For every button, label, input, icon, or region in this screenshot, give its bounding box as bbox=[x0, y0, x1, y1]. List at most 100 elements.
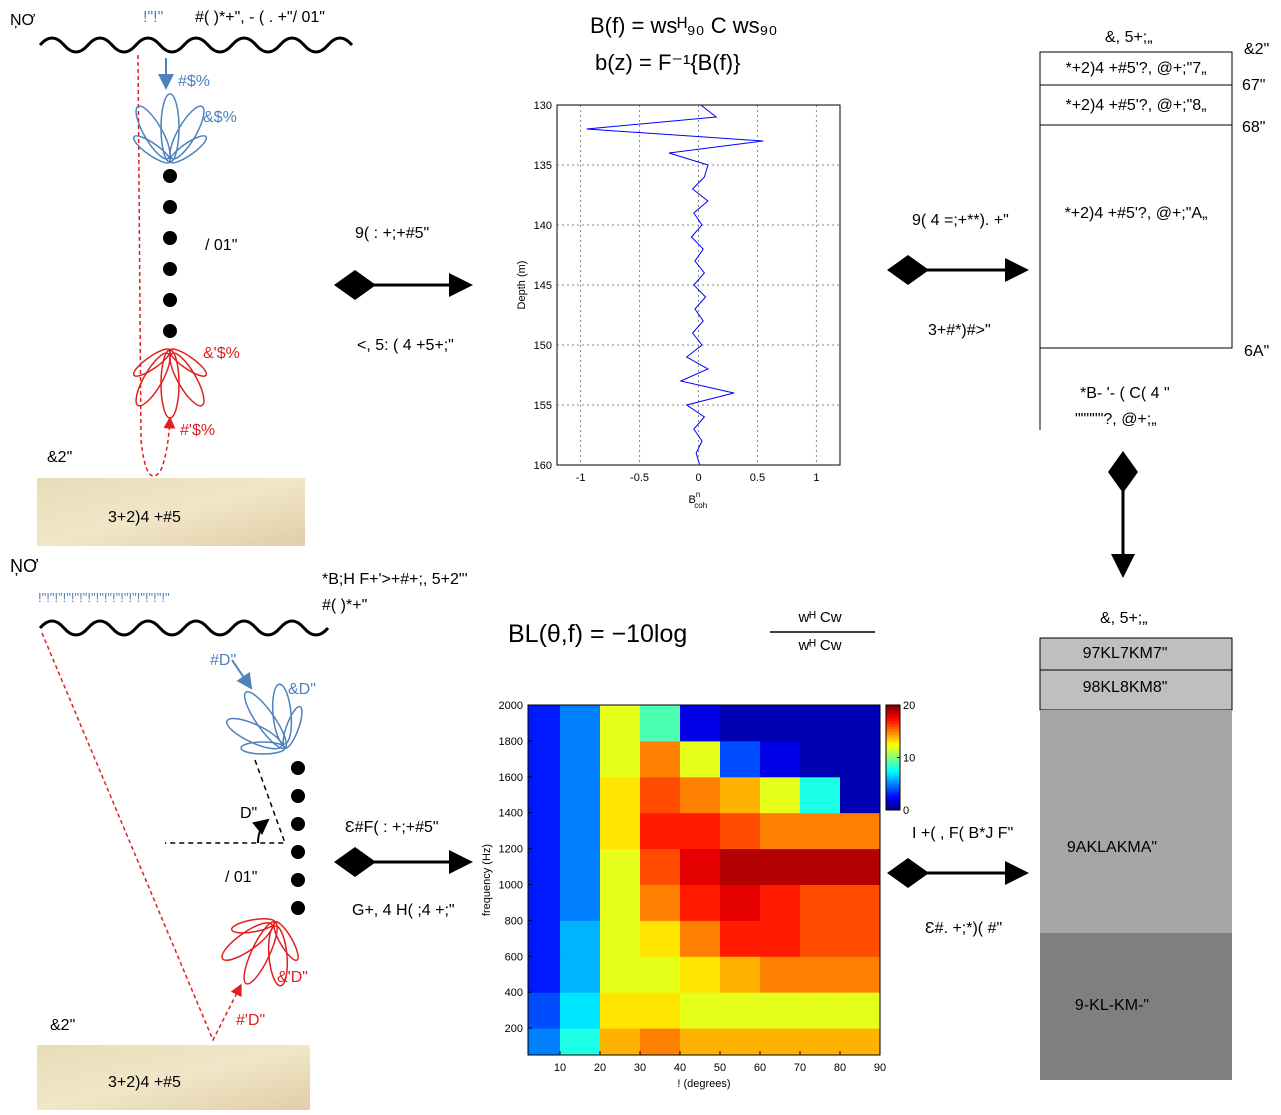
heatmap-cell bbox=[800, 705, 841, 741]
heatmap-cell bbox=[760, 1028, 801, 1055]
label: #D" bbox=[210, 652, 236, 669]
label: 97KL7KM7" bbox=[1083, 645, 1168, 662]
heatmap-cell bbox=[680, 777, 721, 813]
label: 68" bbox=[1242, 119, 1265, 136]
heatmap-cell bbox=[600, 705, 641, 741]
label: &'$% bbox=[203, 345, 240, 362]
heatmap-cell bbox=[528, 1028, 561, 1055]
angle-arc bbox=[258, 820, 268, 843]
label: &'D" bbox=[277, 969, 308, 986]
heatmap-cell bbox=[840, 956, 881, 992]
heatmap-cell bbox=[800, 920, 841, 956]
heatmap-cell bbox=[840, 705, 881, 741]
y-tick-label: 1800 bbox=[499, 736, 523, 748]
equation: wᴴ Cw bbox=[797, 637, 841, 654]
heatmap-cell bbox=[760, 956, 801, 992]
y-tick-label: 200 bbox=[505, 1023, 523, 1035]
heatmap-cell bbox=[720, 956, 761, 992]
label: 3+2)4 +#5 bbox=[108, 509, 181, 526]
heatmap-cell bbox=[600, 920, 641, 956]
heatmap-cell bbox=[760, 813, 801, 849]
array bbox=[163, 169, 177, 338]
label: 3+2)4 +#5 bbox=[108, 1074, 181, 1091]
heatmap-cell bbox=[840, 849, 881, 885]
heatmap-cell bbox=[760, 705, 801, 741]
heatmap-cell bbox=[800, 849, 841, 885]
heatmap-cell bbox=[640, 920, 681, 956]
heatmap-cell bbox=[528, 777, 561, 813]
layer-model: &, 5+;„ *+2)4 +#5'?, @+;"7„ *+2)4 +#5'?,… bbox=[1040, 29, 1269, 430]
x-tick-label: 40 bbox=[674, 1062, 686, 1074]
label: / 01" bbox=[225, 869, 257, 886]
angle-lines bbox=[165, 760, 285, 843]
label: 3+#*)#>" bbox=[928, 322, 991, 339]
y-tick-label: 2000 bbox=[499, 700, 523, 712]
heatmap-cell bbox=[640, 849, 681, 885]
heatmap-cell bbox=[840, 777, 881, 813]
y-tick-label: 140 bbox=[534, 220, 552, 232]
heatmap-cell bbox=[760, 884, 801, 920]
ray-path bbox=[42, 633, 241, 1040]
heatmap-cell bbox=[528, 849, 561, 885]
heatmap-cell bbox=[800, 992, 841, 1028]
y-tick-label: 1200 bbox=[499, 844, 523, 856]
heatmap-cell bbox=[600, 813, 641, 849]
label: &D" bbox=[288, 681, 316, 698]
y-tick-label: 145 bbox=[534, 280, 552, 292]
sea-surface bbox=[40, 38, 352, 52]
heatmap-cell bbox=[680, 1028, 721, 1055]
label: &2" bbox=[47, 449, 72, 466]
figure: ŅƠ !"!" #( )*+", - ( . +"/ 01" #$% &$% /… bbox=[0, 0, 1281, 1110]
heatmap-cell bbox=[800, 741, 841, 777]
heatmap-cell bbox=[560, 884, 601, 920]
label: 6A" bbox=[1244, 343, 1269, 360]
label: 9-KL-KM-" bbox=[1075, 997, 1149, 1014]
heatmap-cell bbox=[560, 956, 601, 992]
heatmap-cell bbox=[680, 813, 721, 849]
heatmap-cell bbox=[760, 849, 801, 885]
heatmap-cell bbox=[720, 813, 761, 849]
colorbar-label: 20 bbox=[903, 700, 915, 712]
x-axis-label: ! (degrees) bbox=[677, 1078, 730, 1090]
label: ŅƠ bbox=[10, 556, 39, 576]
label: *B- '- ( C( 4 " bbox=[1080, 385, 1170, 402]
heatmap-cell bbox=[560, 849, 601, 885]
heatmap-cell bbox=[800, 956, 841, 992]
colorbar-label: 0 bbox=[903, 805, 909, 817]
heatmap-cell bbox=[840, 920, 881, 956]
heatmap-cell bbox=[640, 777, 681, 813]
heatmap-cell bbox=[760, 992, 801, 1028]
y-axis-label: Depth (m) bbox=[516, 261, 528, 310]
label: #$% bbox=[178, 73, 210, 90]
heatmap-cell bbox=[528, 813, 561, 849]
label: &$% bbox=[203, 109, 237, 126]
x-tick-label: 30 bbox=[634, 1062, 646, 1074]
equation: b(z) = F⁻¹{B(f)} bbox=[595, 50, 740, 75]
heatmap-cell bbox=[528, 705, 561, 741]
heatmap-cell bbox=[840, 1028, 881, 1055]
heatmap-cell bbox=[600, 884, 641, 920]
heatmap-cell bbox=[560, 705, 601, 741]
heatmap-cell bbox=[528, 884, 561, 920]
x-tick-label: -1 bbox=[576, 472, 586, 484]
heatmap-cell bbox=[560, 920, 601, 956]
x-tick-label: 80 bbox=[834, 1062, 846, 1074]
y-tick-label: 130 bbox=[534, 100, 552, 112]
heatmap-cell bbox=[720, 920, 761, 956]
heatmap-cell bbox=[560, 813, 601, 849]
y-tick-label: 160 bbox=[534, 460, 552, 472]
label: 67" bbox=[1242, 77, 1265, 94]
heatmap-cell bbox=[840, 992, 881, 1028]
heatmap-cell bbox=[680, 741, 721, 777]
heatmap-cell bbox=[560, 992, 601, 1028]
label: 98KL8KM8" bbox=[1083, 679, 1168, 696]
label: *B;H F+'>+#+;, 5+2"' bbox=[322, 571, 468, 588]
heatmap-cell bbox=[840, 741, 881, 777]
heatmap-cell bbox=[528, 992, 561, 1028]
label: """""?, @+;„ bbox=[1075, 411, 1157, 428]
label: 9( 4 =;+**). +" bbox=[912, 212, 1009, 229]
heatmap-cell bbox=[600, 1028, 641, 1055]
heatmap-cell bbox=[800, 813, 841, 849]
heatmap-cell bbox=[640, 705, 681, 741]
